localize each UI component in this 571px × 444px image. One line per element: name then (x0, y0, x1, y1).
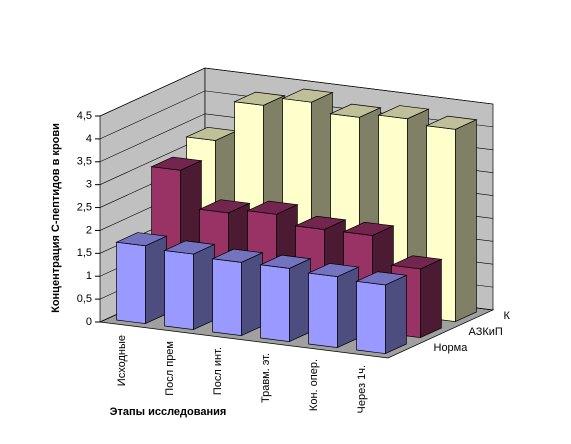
series-label: К (504, 310, 511, 322)
bar-top (342, 221, 395, 236)
bar-side (193, 243, 215, 331)
bar-top (281, 88, 334, 103)
bar-top (377, 105, 430, 120)
bar (259, 254, 312, 343)
bar-top (307, 263, 360, 278)
y-tick-label: 0 (86, 316, 92, 328)
y-tick-label: 3,5 (77, 156, 92, 168)
bar-side (145, 235, 167, 325)
bar-side (420, 258, 442, 339)
x-tick-label: Исходные (116, 335, 128, 386)
y-tick-label: 0,5 (77, 293, 92, 305)
y-tick-label: 3 (86, 179, 92, 191)
x-tick-label: Кон. опер. (308, 359, 320, 411)
bar-side (385, 274, 407, 355)
bar-front (260, 264, 290, 342)
bar-top (233, 91, 286, 106)
bar-front (164, 250, 194, 330)
bar-top (150, 156, 203, 171)
bar-top (115, 232, 168, 247)
bar-front (356, 280, 386, 354)
bar (355, 271, 408, 355)
bar-top (198, 199, 251, 214)
bar-top (294, 215, 347, 230)
y-tick-label: 1,5 (77, 247, 92, 259)
bar-front (212, 258, 242, 336)
y-tick-label: 2,5 (77, 201, 92, 213)
bar (163, 240, 216, 331)
series-label: АЗКиП (469, 326, 503, 338)
bar (211, 248, 264, 337)
x-tick-label: Посл прем (164, 341, 176, 396)
y-axis-title: Концентрация С-пептидов в крови (50, 123, 62, 313)
x-tick-label: Посл инт. (212, 347, 224, 395)
series-label: Норма (434, 342, 469, 354)
y-tick-label: 2 (86, 224, 92, 236)
bar-front (116, 241, 146, 324)
bar-side (241, 252, 263, 337)
y-tick-label: 1 (86, 270, 92, 282)
bar-top (355, 271, 408, 286)
y-tick-label: 4 (86, 133, 92, 145)
bar-top (390, 255, 443, 270)
bar-side (337, 266, 359, 349)
bar-front (308, 272, 338, 348)
x-tick-label: Через 1ч. (356, 365, 368, 413)
bar-top (246, 200, 299, 215)
bar-top (329, 103, 382, 118)
bar-side (289, 258, 311, 343)
bar-side (455, 119, 477, 323)
bar (307, 263, 360, 349)
bar-top (259, 254, 312, 269)
x-tick-label: Травм. эт. (260, 353, 272, 403)
x-axis-title: Этапы исследования (110, 406, 227, 418)
bar-top (163, 240, 216, 255)
bar (115, 232, 168, 325)
bar-top (211, 248, 264, 263)
bar-top (425, 115, 478, 130)
grid-line (99, 67, 494, 117)
y-tick-label: 4,5 (77, 110, 92, 122)
